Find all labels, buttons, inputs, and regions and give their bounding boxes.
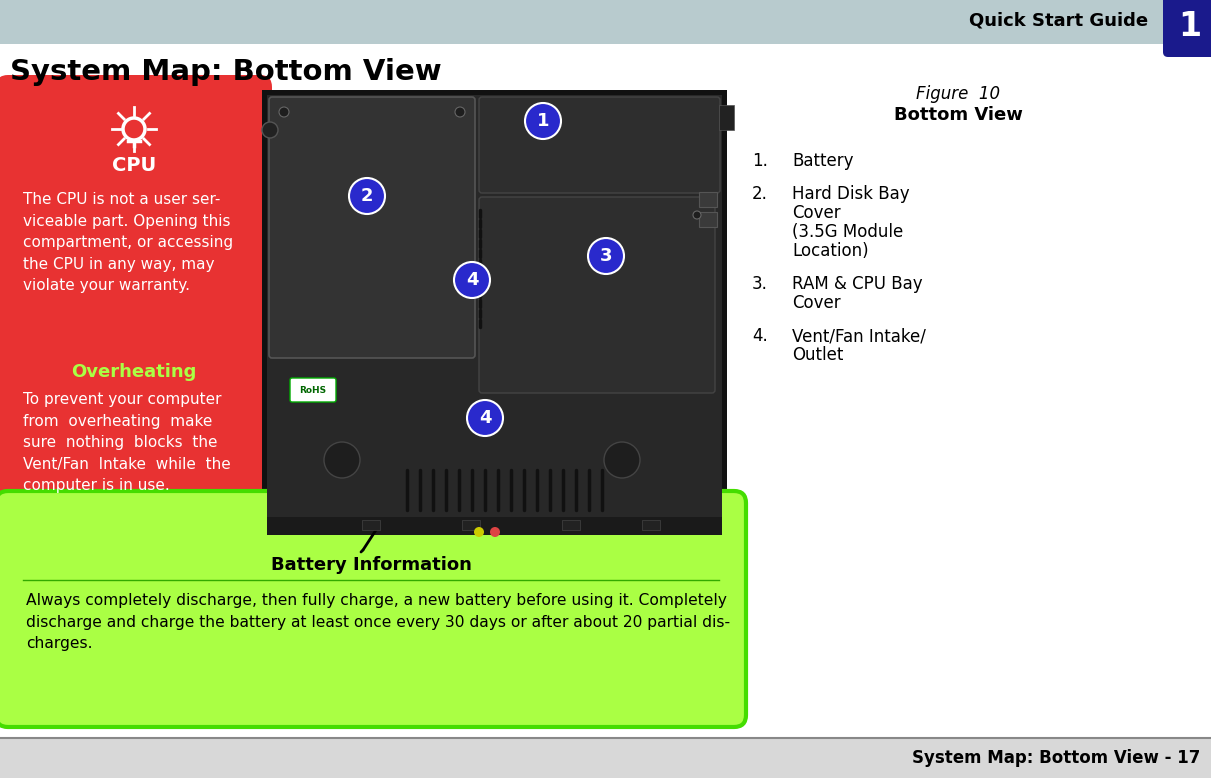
Text: Bottom View: Bottom View — [894, 106, 1022, 124]
Circle shape — [467, 400, 503, 436]
Text: 4: 4 — [478, 409, 492, 427]
FancyBboxPatch shape — [480, 97, 721, 193]
Bar — [642, 520, 660, 530]
Bar — [266, 517, 722, 535]
Text: 4: 4 — [466, 271, 478, 289]
Text: 1: 1 — [536, 112, 550, 130]
Text: 2.: 2. — [752, 185, 768, 203]
Text: Location): Location) — [792, 242, 868, 260]
Bar — [262, 90, 727, 542]
Text: RAM & CPU Bay: RAM & CPU Bay — [792, 275, 923, 293]
FancyBboxPatch shape — [480, 197, 714, 393]
Text: Overheating: Overheating — [71, 363, 196, 381]
Text: Battery Information: Battery Information — [270, 556, 471, 574]
Circle shape — [526, 103, 561, 139]
Text: 1.: 1. — [752, 152, 768, 170]
Bar — [463, 520, 480, 530]
Text: Battery: Battery — [792, 152, 854, 170]
Bar — [562, 520, 580, 530]
Circle shape — [604, 442, 639, 478]
Text: Outlet: Outlet — [792, 346, 843, 364]
Text: 4.: 4. — [752, 327, 768, 345]
Text: 3: 3 — [599, 247, 613, 265]
Bar — [699, 212, 717, 227]
Bar — [0, 2, 30, 38]
Bar — [0, 739, 1211, 778]
Text: Cover: Cover — [792, 204, 840, 222]
FancyBboxPatch shape — [289, 378, 335, 402]
Text: The CPU is not a user ser-
viceable part. Opening this
compartment, or accessing: The CPU is not a user ser- viceable part… — [23, 192, 234, 293]
Circle shape — [454, 262, 490, 298]
Circle shape — [325, 442, 360, 478]
Bar — [362, 520, 380, 530]
Text: System Map: Bottom View - 17: System Map: Bottom View - 17 — [912, 749, 1200, 767]
FancyBboxPatch shape — [1163, 0, 1211, 57]
Text: RoHS: RoHS — [299, 386, 327, 394]
FancyBboxPatch shape — [0, 0, 1173, 44]
Circle shape — [349, 178, 385, 214]
Text: (3.5G Module: (3.5G Module — [792, 223, 903, 241]
Text: CPU: CPU — [111, 156, 156, 174]
Circle shape — [279, 107, 289, 117]
FancyBboxPatch shape — [269, 97, 475, 358]
Circle shape — [474, 527, 484, 537]
Circle shape — [589, 238, 624, 274]
Circle shape — [693, 211, 701, 219]
Text: To prevent your computer
from  overheating  make
sure  nothing  blocks  the
Vent: To prevent your computer from overheatin… — [23, 392, 231, 493]
Text: Always completely discharge, then fully charge, a new battery before using it. C: Always completely discharge, then fully … — [25, 593, 730, 651]
Bar — [266, 95, 722, 527]
Text: 2: 2 — [361, 187, 373, 205]
FancyBboxPatch shape — [0, 75, 272, 552]
Text: System Map: Bottom View: System Map: Bottom View — [10, 58, 442, 86]
Circle shape — [262, 122, 279, 138]
Text: Hard Disk Bay: Hard Disk Bay — [792, 185, 909, 203]
Text: Quick Start Guide: Quick Start Guide — [969, 11, 1148, 29]
Text: 1: 1 — [1178, 9, 1201, 43]
Circle shape — [490, 527, 500, 537]
Text: Figure  10: Figure 10 — [916, 85, 1000, 103]
Bar — [699, 192, 717, 207]
Text: 3.: 3. — [752, 275, 768, 293]
Circle shape — [455, 107, 465, 117]
FancyBboxPatch shape — [0, 491, 746, 727]
Text: Vent/Fan Intake/: Vent/Fan Intake/ — [792, 327, 926, 345]
Bar — [719, 105, 734, 130]
Text: Cover: Cover — [792, 294, 840, 312]
